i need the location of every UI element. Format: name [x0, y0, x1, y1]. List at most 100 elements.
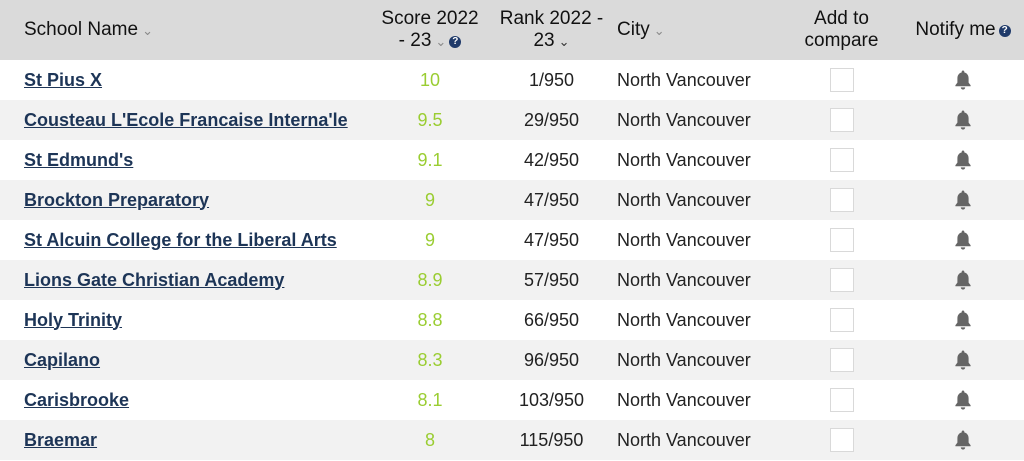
add-to-compare-checkbox[interactable] — [829, 188, 854, 212]
bell-icon[interactable] — [953, 349, 973, 371]
rank-cell: 66/950 — [523, 309, 580, 330]
score-cell: 8.8 — [417, 309, 443, 330]
bell-icon[interactable] — [953, 429, 973, 451]
add-to-compare-checkbox[interactable] — [829, 108, 854, 132]
bell-icon[interactable] — [953, 189, 973, 211]
add-to-compare-checkbox[interactable] — [829, 268, 854, 292]
table-row: Brockton Preparatory 9 47/950 North Vanc… — [0, 180, 1024, 220]
header-city-label: City — [617, 18, 650, 40]
compare-cell — [781, 260, 902, 300]
score-cell: 10 — [419, 69, 441, 90]
city-cell: North Vancouver — [617, 389, 751, 410]
score-cell: 9.5 — [417, 109, 443, 130]
table-row: St Alcuin College for the Liberal Arts 9… — [0, 220, 1024, 260]
bell-icon[interactable] — [953, 309, 973, 331]
notify-cell — [902, 380, 1024, 420]
header-city[interactable]: City ⌄ — [613, 0, 781, 60]
bell-icon[interactable] — [953, 69, 973, 91]
rank-cell: 103/950 — [518, 389, 585, 410]
rank-cell: 115/950 — [519, 429, 584, 450]
rank-cell: 96/950 — [523, 349, 580, 370]
table-row: Braemar 8 115/950 North Vancouver — [0, 420, 1024, 460]
compare-cell — [781, 60, 902, 100]
compare-cell — [781, 100, 902, 140]
header-score[interactable]: Score 2022 - 23 ⌄? — [370, 0, 490, 60]
notify-cell — [902, 140, 1024, 180]
school-name-link[interactable]: Brockton Preparatory — [24, 189, 210, 210]
school-name-link[interactable]: Braemar — [24, 429, 98, 450]
school-name-cell: Carisbrooke — [0, 380, 370, 420]
help-circle-icon[interactable]: ? — [449, 35, 462, 48]
rank-cell: 29/950 — [523, 109, 580, 130]
add-to-compare-checkbox[interactable] — [829, 348, 854, 372]
school-name-link[interactable]: Lions Gate Christian Academy — [24, 269, 285, 290]
bell-icon[interactable] — [953, 269, 973, 291]
compare-cell — [781, 180, 902, 220]
compare-cell — [781, 140, 902, 180]
score-cell: 8 — [424, 429, 435, 450]
city-cell: North Vancouver — [617, 309, 751, 330]
table-header-row: School Name ⌄ Score 2022 - 23 ⌄? Rank 2022… — [0, 0, 1024, 60]
add-to-compare-checkbox[interactable] — [829, 308, 854, 332]
school-name-cell: St Edmund's — [0, 140, 370, 180]
school-name-cell: Cousteau L'Ecole Francaise Interna'le — [0, 100, 370, 140]
city-cell: North Vancouver — [617, 429, 751, 450]
city-cell: North Vancouver — [617, 189, 751, 210]
header-notify-me: Notify me? — [902, 0, 1024, 60]
header-rank-line1: Rank 2022 - — [499, 7, 604, 29]
score-cell: 9.1 — [417, 149, 443, 170]
table-row: Cousteau L'Ecole Francaise Interna'le 9.… — [0, 100, 1024, 140]
add-to-compare-checkbox[interactable] — [829, 428, 854, 452]
notify-cell — [902, 420, 1024, 460]
help-circle-icon[interactable]: ? — [998, 25, 1011, 37]
notify-cell — [902, 60, 1024, 100]
school-name-cell: St Alcuin College for the Liberal Arts — [0, 220, 370, 260]
notify-cell — [902, 300, 1024, 340]
rank-cell: 57/950 — [523, 269, 580, 290]
table-row: Lions Gate Christian Academy 8.9 57/950 … — [0, 260, 1024, 300]
compare-cell — [781, 380, 902, 420]
school-name-cell: St Pius X — [0, 60, 370, 100]
score-cell: 8.1 — [417, 389, 443, 410]
add-to-compare-checkbox[interactable] — [829, 228, 854, 252]
compare-cell — [781, 300, 902, 340]
school-name-link[interactable]: Cousteau L'Ecole Francaise Interna'le — [24, 109, 348, 130]
table-row: St Edmund's 9.1 42/950 North Vancouver — [0, 140, 1024, 180]
header-school-name[interactable]: School Name ⌄ — [0, 0, 370, 60]
school-name-link[interactable]: St Alcuin College for the Liberal Arts — [24, 229, 337, 250]
rank-cell: 1/950 — [528, 69, 575, 90]
chevron-down-icon: ⌄ — [142, 22, 153, 38]
header-school-name-label: School Name — [24, 18, 139, 40]
school-name-link[interactable]: Capilano — [24, 349, 101, 370]
header-notify-label: Notify me — [915, 19, 996, 40]
score-cell: 9 — [424, 189, 435, 210]
add-to-compare-checkbox[interactable] — [829, 388, 854, 412]
compare-cell — [781, 220, 902, 260]
compare-cell — [781, 420, 902, 460]
bell-icon[interactable] — [953, 149, 973, 171]
header-add-to-compare: Add to compare — [781, 0, 902, 60]
table-row: Capilano 8.3 96/950 North Vancouver — [0, 340, 1024, 380]
header-compare-line2: compare — [804, 30, 879, 51]
table-row: Carisbrooke 8.1 103/950 North Vancouver — [0, 380, 1024, 420]
add-to-compare-checkbox[interactable] — [829, 148, 854, 172]
notify-cell — [902, 180, 1024, 220]
school-name-link[interactable]: St Edmund's — [24, 149, 134, 170]
chevron-down-icon: ⌄ — [435, 33, 447, 49]
bell-icon[interactable] — [953, 389, 973, 411]
bell-icon[interactable] — [953, 109, 973, 131]
school-name-cell: Braemar — [0, 420, 370, 460]
header-rank[interactable]: Rank 2022 - 23 ⌄ — [490, 0, 613, 60]
compare-cell — [781, 340, 902, 380]
school-name-cell: Capilano — [0, 340, 370, 380]
score-cell: 9 — [424, 229, 435, 250]
bell-icon[interactable] — [953, 229, 973, 251]
notify-cell — [902, 100, 1024, 140]
school-name-link[interactable]: Carisbrooke — [24, 389, 130, 410]
add-to-compare-checkbox[interactable] — [829, 68, 854, 92]
city-cell: North Vancouver — [617, 349, 751, 370]
table-row: St Pius X 10 1/950 North Vancouver — [0, 60, 1024, 100]
school-name-link[interactable]: Holy Trinity — [24, 309, 123, 330]
school-name-link[interactable]: St Pius X — [24, 69, 103, 90]
